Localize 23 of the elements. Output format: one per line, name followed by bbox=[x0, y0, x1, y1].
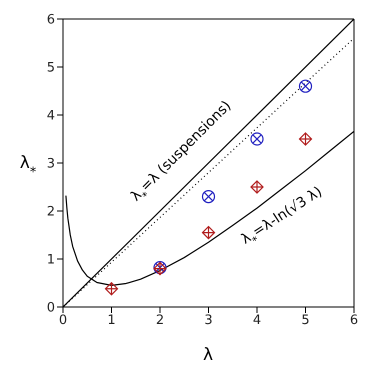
x-tick-label: 4 bbox=[252, 313, 262, 328]
y-tick-label: 4 bbox=[46, 108, 55, 124]
x-tick-label: 6 bbox=[350, 313, 358, 328]
point bbox=[104, 282, 118, 296]
point bbox=[298, 132, 312, 146]
point bbox=[250, 180, 264, 194]
y-tick-label: 2 bbox=[46, 204, 55, 220]
y-tick-label: 3 bbox=[46, 156, 55, 172]
x-tick-label: 3 bbox=[204, 313, 213, 328]
y-tick-label: 0 bbox=[46, 300, 55, 316]
point bbox=[250, 132, 264, 146]
x-tick-label: 5 bbox=[301, 313, 310, 328]
x-axis-title: λ bbox=[202, 345, 214, 365]
point bbox=[202, 226, 216, 240]
x-tick-label: 0 bbox=[58, 313, 68, 328]
point bbox=[298, 80, 312, 93]
point bbox=[202, 190, 216, 204]
y-axis-title: λ$_{*}$ bbox=[20, 153, 36, 180]
y-tick-label: 6 bbox=[46, 12, 55, 28]
x-tick-label: 1 bbox=[107, 313, 116, 328]
y-tick-label: 1 bbox=[46, 252, 55, 268]
y-tick-label: 5 bbox=[46, 60, 55, 76]
x-tick-label: 2 bbox=[156, 313, 164, 328]
